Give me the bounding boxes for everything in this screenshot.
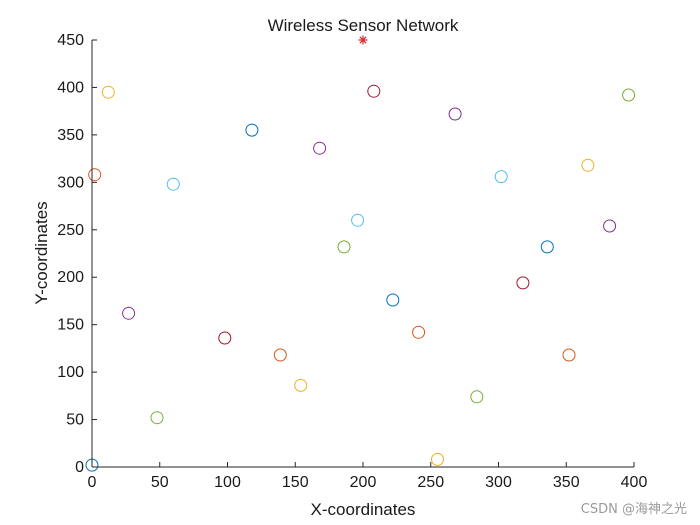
y-tick-label: 300 — [57, 174, 84, 191]
y-tick-label: 400 — [57, 79, 84, 96]
x-axis-label: X-coordinates — [311, 500, 416, 519]
sensor-node — [166, 177, 180, 191]
x-tick-label: 300 — [485, 474, 512, 491]
sensor-node — [150, 411, 164, 425]
x-tick-label: 350 — [553, 474, 580, 491]
y-tick-label: 250 — [57, 222, 84, 239]
y-tick-label: 450 — [57, 32, 84, 49]
plot-area — [92, 40, 634, 467]
y-tick-label: 50 — [66, 412, 84, 429]
sensor-node — [540, 240, 554, 254]
sensor-node — [562, 348, 576, 362]
sensor-node — [122, 306, 136, 320]
sensor-node — [367, 84, 381, 98]
base-station — [358, 35, 368, 45]
sensor-node — [218, 331, 232, 345]
sensor-node — [448, 107, 462, 121]
sensor-node — [351, 213, 365, 227]
sensor-node — [386, 293, 400, 307]
sensor-node — [337, 240, 351, 254]
sensor-node — [622, 88, 636, 102]
x-tick-label: 100 — [214, 474, 241, 491]
x-tick-label: 250 — [417, 474, 444, 491]
watermark: CSDN @海神之光 — [581, 502, 687, 517]
sensor-node — [581, 158, 595, 172]
y-tick-label: 150 — [57, 317, 84, 334]
x-tick-label: 150 — [282, 474, 309, 491]
base-station-marker — [358, 35, 368, 45]
sensor-node — [494, 170, 508, 184]
y-axis-label: Y-coordinates — [32, 201, 51, 304]
y-tick-label: 0 — [75, 459, 84, 476]
sensor-node — [412, 325, 426, 339]
x-tick-label: 400 — [621, 474, 648, 491]
sensor-node — [603, 219, 617, 233]
sensor-node — [470, 390, 484, 404]
y-tick-label: 350 — [57, 127, 84, 144]
sensor-node — [294, 378, 308, 392]
sensor-node — [273, 348, 287, 362]
chart-title: Wireless Sensor Network — [268, 16, 459, 35]
x-ticks: 0 50 100 150 200 250 300 350 400 — [88, 462, 648, 491]
sensor-node — [101, 85, 115, 99]
sensor-node — [245, 123, 259, 137]
x-tick-label: 200 — [350, 474, 377, 491]
x-tick-label: 50 — [151, 474, 169, 491]
y-tick-label: 100 — [57, 364, 84, 381]
y-ticks: 0 50 100 150 200 250 300 350 400 450 — [57, 32, 97, 476]
sensor-node — [516, 276, 530, 290]
sensor-node — [88, 168, 102, 182]
sensor-node — [431, 452, 444, 466]
sensor-node — [313, 141, 327, 155]
y-tick-label: 200 — [57, 269, 84, 286]
x-tick-label: 0 — [88, 474, 97, 491]
data-points — [85, 84, 636, 472]
